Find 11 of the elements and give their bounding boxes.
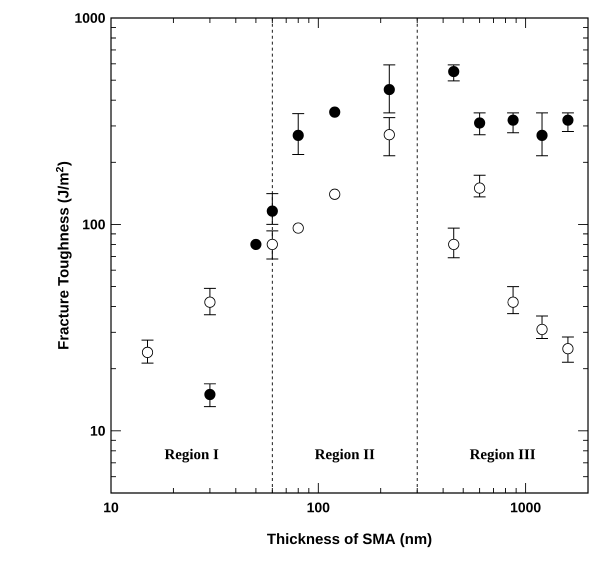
annotation: Region I <box>164 448 218 462</box>
x-tick-label: 1000 <box>510 502 541 512</box>
y-tick-label: 10 <box>90 426 105 436</box>
y-axis-title: Fracture Toughness (J/m$^{2}$) <box>56 162 72 349</box>
y-tick-label: 100 <box>83 219 105 230</box>
x-tick-label: 100 <box>308 502 330 512</box>
x-axis-title: Thickness of SMA (nm) <box>267 533 432 548</box>
annotation: Region II <box>314 448 374 462</box>
x-tick-label: 10 <box>104 502 118 512</box>
y-tick-label: 1000 <box>75 13 105 23</box>
annotation: Region III <box>470 448 536 462</box>
